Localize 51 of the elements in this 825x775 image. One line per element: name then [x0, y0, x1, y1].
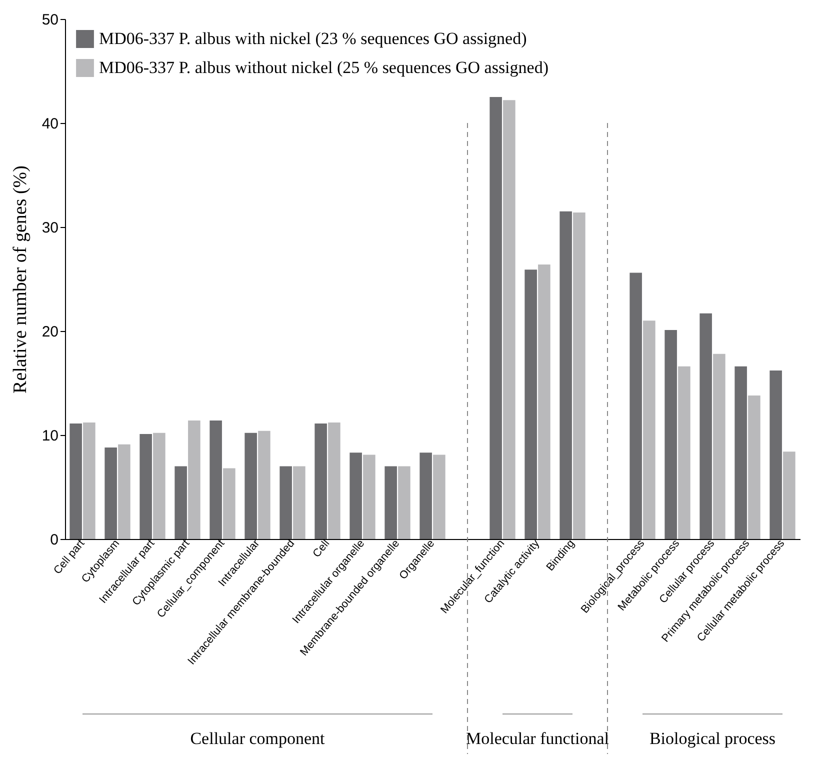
- bar: [433, 454, 446, 539]
- bar: [398, 466, 410, 539]
- bar: [420, 452, 432, 539]
- bar: [188, 420, 200, 539]
- y-tick-label: 20: [42, 324, 58, 340]
- bar: [118, 444, 130, 539]
- x-tick-label: Cell: [310, 538, 332, 560]
- text: Cellular component: [190, 729, 326, 748]
- y-tick-label: 30: [42, 220, 58, 236]
- bar: [490, 97, 502, 539]
- bar: [280, 466, 292, 539]
- bar: [630, 272, 642, 539]
- y-tick-label: 50: [42, 12, 58, 28]
- bar: [83, 422, 96, 539]
- y-axis-title: Relative number of genes (%): [10, 166, 31, 394]
- y-tick-label: 0: [50, 532, 58, 548]
- bar: [713, 354, 726, 539]
- bar: [573, 212, 586, 539]
- y-tick-label: 40: [42, 116, 58, 132]
- text: Biological process: [649, 729, 776, 748]
- legend-label: MD06-337 P. albus without nickel (25 % sequences GO assigned): [99, 58, 548, 77]
- bar: [244, 432, 257, 539]
- bar: [363, 454, 376, 539]
- bar: [70, 424, 82, 539]
- bar: [104, 447, 117, 539]
- bar: [678, 366, 690, 539]
- bar: [783, 452, 796, 539]
- bar: [223, 468, 236, 539]
- bar: [293, 466, 306, 539]
- bar: [700, 313, 712, 539]
- bar: [524, 270, 537, 539]
- bar: [153, 432, 166, 539]
- bar: [258, 430, 270, 539]
- bar: [350, 452, 362, 539]
- y-tick-label: 10: [42, 428, 58, 444]
- bar: [328, 422, 340, 539]
- bar: [748, 395, 760, 539]
- bar: [384, 466, 397, 539]
- bar: [734, 366, 747, 539]
- bar: [560, 211, 572, 539]
- bar: [538, 264, 550, 539]
- bar: [664, 330, 677, 539]
- bar: [174, 466, 187, 539]
- bar: [210, 420, 222, 539]
- bar: [503, 100, 516, 539]
- bar: [314, 424, 327, 539]
- legend-label: MD06-337 P. albus with nickel (23 % sequences GO assigned): [99, 29, 527, 48]
- text: Molecular functional: [466, 729, 610, 748]
- bar: [140, 434, 152, 539]
- bar: [770, 370, 782, 539]
- bar: [643, 320, 656, 539]
